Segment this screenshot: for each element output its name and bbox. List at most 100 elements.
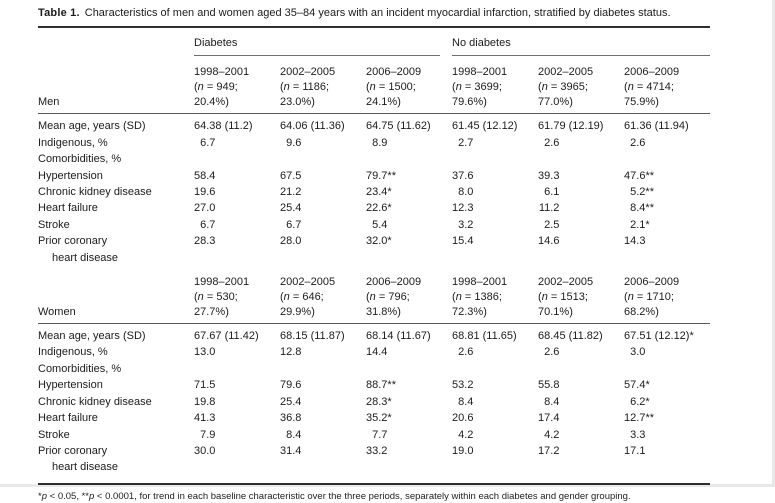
period-header-cell: 1998–2001 (n = 949; 20.4%) (194, 56, 280, 115)
table-caption: Characteristics of men and women aged 35… (84, 7, 671, 19)
period-header-cell: 2002–2005 (n = 1186; 23.0%) (280, 56, 366, 115)
table-row: Prior coronary heart disease 28.3 28.0 32.0… (38, 233, 710, 266)
cell-value: 41.3 (194, 412, 216, 425)
table-row: Comorbidities, % (38, 361, 710, 377)
cell-value: 22.6* (366, 202, 392, 215)
period-header-cell: 2006–2009 (n = 1710; 68.2%) (624, 266, 711, 325)
cell-value: 8.4 (286, 428, 302, 441)
row-label: Hypertension (38, 379, 103, 392)
cell-value: 28.0 (280, 235, 302, 248)
cell-value: 57.4* (624, 379, 650, 392)
cell-value: 28.3* (366, 395, 392, 408)
cell-value: 67.51 (12.12)* (624, 330, 694, 343)
cell-value: 5.2** (630, 186, 654, 199)
section-label: Men (38, 56, 194, 115)
cell-value: 19.6 (194, 186, 216, 199)
cell-value: 61.79 (12.19) (538, 120, 604, 133)
row-label: Mean age, years (SD) (38, 120, 146, 133)
row-label: Stroke (38, 428, 70, 441)
cell-value: 58.4 (194, 169, 216, 182)
cell-value: 47.6** (624, 169, 655, 182)
table-row: Heart failure 27.0 25.4 22.6* 12.3 11.2 8.4** (38, 200, 710, 216)
cell-value (280, 151, 366, 167)
cell-value (194, 361, 280, 377)
row-label: Comorbidities, % (38, 153, 122, 166)
cell-value (538, 361, 624, 377)
stub-spacer (38, 27, 194, 56)
cell-value (366, 361, 452, 377)
row-label: Prior coronary heart disease (38, 444, 119, 474)
cell-value: 64.75 (11.62) (366, 120, 431, 133)
cell-value: 6.2* (630, 395, 650, 408)
cell-value: 35.2* (366, 412, 392, 425)
cell-value: 2.7 (458, 136, 474, 149)
row-label: Mean age, years (SD) (38, 330, 146, 343)
cell-value: 67.5 (280, 169, 302, 182)
cell-value: 8.0 (458, 186, 474, 199)
cell-value: 4.2 (544, 428, 560, 441)
cell-value: 20.6 (452, 412, 474, 425)
table-row: Stroke 6.7 6.7 5.4 3.2 2.5 2.1* (38, 217, 710, 233)
table-row: Mean age, years (SD) 67.67 (11.42) 68.15 (… (38, 324, 710, 345)
cell-value: 9.6 (286, 136, 302, 149)
cell-value: 68.15 (11.87) (280, 330, 345, 343)
cell-value: 14.3 (624, 235, 646, 248)
cell-value: 2.6 (544, 136, 560, 149)
row-label: Prior coronary heart disease (38, 235, 119, 264)
row-label: Chronic kidney disease (38, 395, 152, 408)
cell-value: 61.36 (11.94) (624, 120, 689, 133)
cell-value: 2.1* (630, 218, 650, 231)
cell-value: 3.0 (630, 346, 646, 359)
cell-value: 15.4 (452, 235, 474, 248)
row-label: Heart failure (38, 202, 98, 215)
cell-value: 67.67 (11.42) (194, 330, 259, 343)
table-footnote: *p < 0.05, **p < 0.0001, for trend in ea… (38, 490, 631, 502)
period-header-row: Women 1998–2001 (n = 530; 27.7%) 2002–2005 (n… (38, 266, 711, 325)
period-header-cell: 2006–2009 (n = 1500; 24.1%) (366, 56, 453, 115)
cell-value: 8.4 (458, 395, 474, 408)
cell-value: 55.8 (538, 379, 560, 392)
table-row: Hypertension 58.4 67.5 79.7** 37.6 39.3 47.6** (38, 168, 710, 184)
cell-value: 4.2 (458, 428, 474, 441)
cell-value: 2.5 (544, 218, 560, 231)
cell-value: 12.3 (452, 202, 474, 215)
cell-value: 30.0 (194, 444, 216, 457)
cell-value: 11.2 (538, 202, 560, 215)
cell-value (366, 151, 452, 167)
cell-value: 6.1 (544, 186, 560, 199)
cell-value: 8.4** (630, 202, 654, 215)
cell-value: 79.6 (280, 379, 302, 392)
cell-value (624, 361, 710, 377)
section-label: Women (38, 266, 194, 325)
row-label: Hypertension (38, 169, 103, 182)
cell-value: 19.0 (452, 444, 474, 457)
cell-value (452, 151, 538, 167)
cell-value (194, 151, 280, 167)
cell-value: 3.3 (630, 428, 646, 441)
cell-value: 8.4 (544, 395, 560, 408)
cell-value: 25.4 (280, 202, 302, 215)
cell-value (452, 361, 538, 377)
cell-value: 64.38 (11.2) (194, 120, 253, 133)
period-header-cell: 2002–2005 (n = 646; 29.9%) (280, 266, 366, 325)
table-row: Hypertension 71.5 79.6 88.7** 53.2 55.8 57.4* (38, 377, 710, 393)
characteristics-table: Diabetes No diabetes Men 1998–2001 (n = 949;… (38, 26, 711, 485)
cell-value: 53.2 (452, 379, 474, 392)
row-label: Indigenous, % (38, 136, 108, 149)
page-background: { "table": { "title_label": "Table 1.", … (38, 7, 711, 502)
table-row: Indigenous, % 13.0 12.8 14.4 2.6 2.6 3.0 (38, 344, 710, 360)
cell-value: 8.9 (372, 136, 388, 149)
table-body: Diabetes No diabetes Men 1998–2001 (n = 949;… (38, 27, 711, 484)
table-row: Mean age, years (SD) 64.38 (11.2) 64.06 (1… (38, 114, 710, 135)
cell-value: 68.14 (11.67) (366, 330, 431, 343)
cell-value: 5.4 (372, 218, 388, 231)
table-container: Table 1. Characteristics of men and women… (38, 6, 711, 503)
cell-value: 88.7** (366, 379, 396, 392)
cell-value: 71.5 (194, 379, 216, 392)
cell-value: 31.4 (280, 444, 302, 457)
cell-value: 6.7 (286, 218, 302, 231)
cell-value: 12.7** (624, 412, 655, 425)
table-number: Table 1. (38, 7, 80, 19)
cell-value: 2.6 (630, 136, 646, 149)
cell-value: 64.06 (11.36) (280, 120, 345, 133)
